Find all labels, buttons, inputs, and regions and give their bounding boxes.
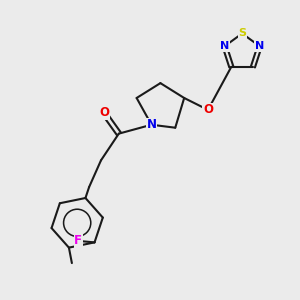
Text: N: N (255, 41, 264, 51)
Text: N: N (146, 118, 157, 131)
Text: S: S (238, 28, 246, 38)
Text: O: O (203, 103, 213, 116)
Text: N: N (220, 41, 229, 51)
Text: O: O (99, 106, 109, 119)
Text: F: F (74, 234, 82, 248)
